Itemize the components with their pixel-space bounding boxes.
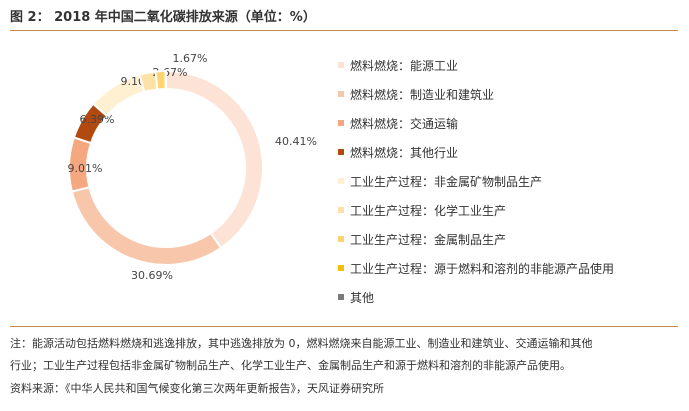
note-line-1: 注：能源活动包括燃料燃烧和逃逸排放，其中逃逸排放为 0，燃料燃烧来自能源工业、制… [10, 337, 593, 350]
legend-label: 燃料燃烧：能源工业 [350, 58, 459, 73]
legend-item: 工业生产过程：非金属矿物制品生产 [338, 172, 542, 190]
slice-label-1: 30.69% [131, 269, 173, 282]
legend-item: 工业生产过程：化学工业生产 [338, 201, 506, 219]
legend-label: 工业生产过程：金属制品生产 [350, 232, 507, 247]
legend-item: 燃料燃烧：制造业和建筑业 [338, 85, 494, 103]
slice-label-3: 6.39% [80, 113, 115, 126]
note-line-2: 行业；工业生产过程包括非金属矿物制品生产、化学工业生产、金属制品生产和源于燃料和… [10, 359, 571, 372]
title-divider [10, 30, 678, 31]
legend-item: 燃料燃烧：其他行业 [338, 143, 458, 161]
legend-swatch [338, 207, 344, 213]
chart-note: 注：能源活动包括燃料燃烧和逃逸排放，其中逃逸排放为 0，燃料燃烧来自能源工业、制… [10, 333, 682, 377]
legend-swatch [338, 149, 344, 155]
legend-label: 其他 [350, 290, 375, 305]
legend-label: 工业生产过程：源于燃料和溶剂的非能源产品使用 [350, 261, 615, 276]
note-divider [10, 326, 678, 327]
slice-label-0: 40.41% [275, 135, 317, 148]
legend-swatch [338, 178, 344, 184]
chart-source: 资料来源：《中华人民共和国气候变化第三次两年更新报告》，天风证券研究所 [10, 382, 384, 395]
legend-label: 工业生产过程：非金属矿物制品生产 [350, 174, 543, 189]
legend-item: 工业生产过程：金属制品生产 [338, 230, 506, 248]
donut-chart: 40.41%30.69%9.01%6.39%9.10%2.67%1.67% [68, 52, 317, 282]
slice-1 [70, 185, 223, 266]
legend-label: 工业生产过程：化学工业生产 [350, 203, 507, 218]
legend-item: 工业生产过程：源于燃料和溶剂的非能源产品使用 [338, 259, 614, 277]
slice-0 [165, 69, 264, 250]
legend-swatch [338, 91, 344, 97]
legend-swatch [338, 294, 344, 300]
legend-item: 燃料燃烧：能源工业 [338, 56, 458, 74]
legend-item: 燃料燃烧：交通运输 [338, 114, 458, 132]
figure-title: 图 2： 2018 年中国二氧化碳排放来源（单位：%） [10, 10, 316, 25]
slice-6 [154, 69, 167, 91]
legend-label: 燃料燃烧：制造业和建筑业 [350, 87, 495, 102]
slice-label-2: 9.01% [68, 162, 103, 175]
legend-swatch [338, 62, 344, 68]
legend-label: 燃料燃烧：其他行业 [350, 145, 459, 160]
legend-item: 其他 [338, 288, 374, 306]
legend-swatch [338, 265, 344, 271]
legend-label: 燃料燃烧：交通运输 [350, 116, 459, 131]
slice-label-6: 1.67% [173, 52, 208, 65]
legend-swatch [338, 236, 344, 242]
legend-swatch [338, 120, 344, 126]
